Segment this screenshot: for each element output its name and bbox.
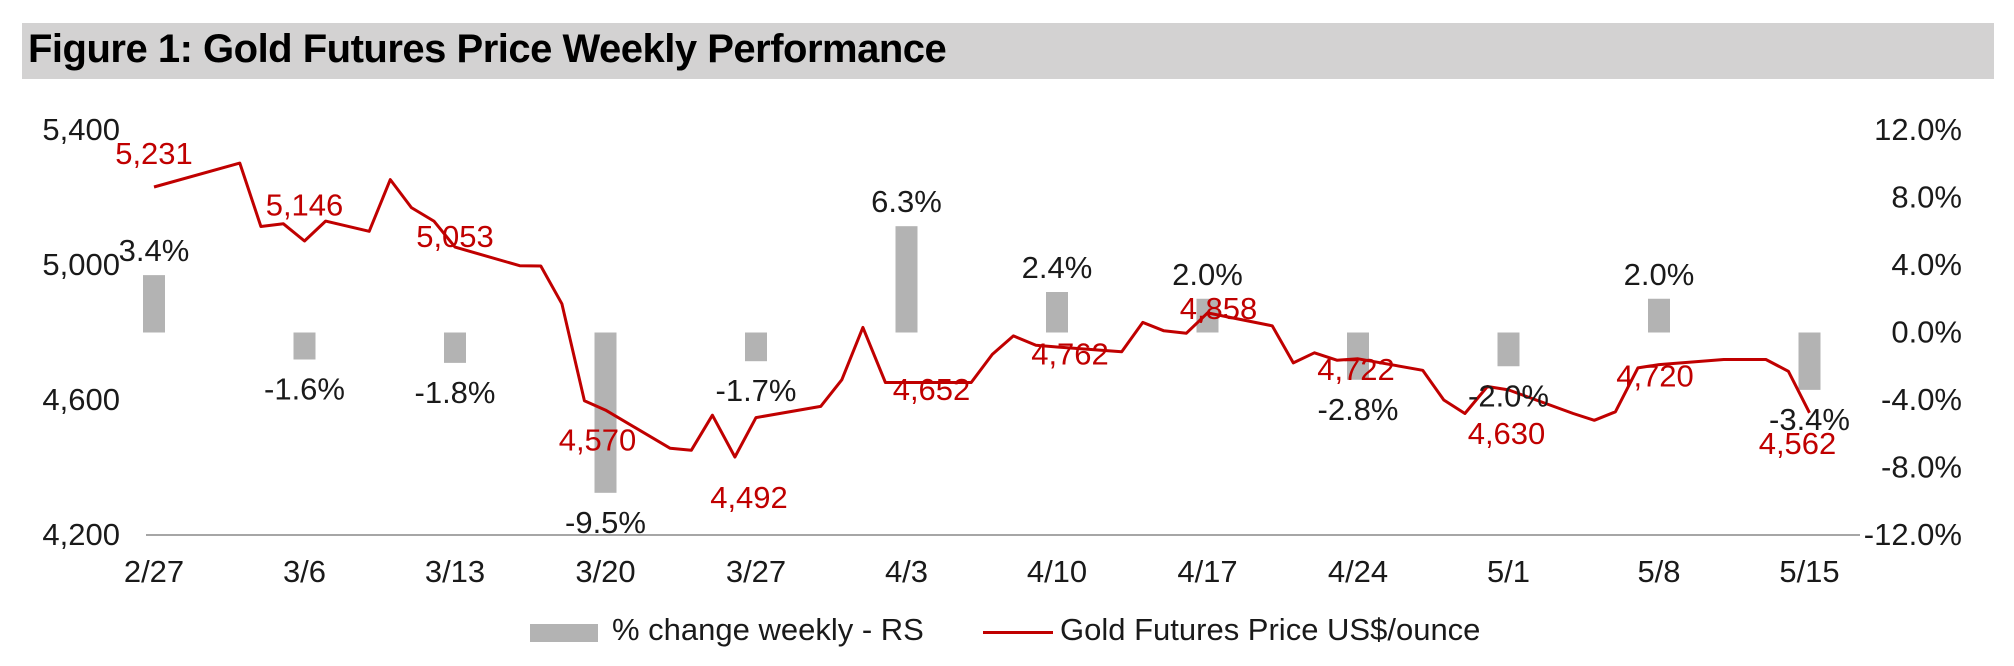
bar-4-17 (1196, 298, 1219, 333)
bar-3-6 (293, 332, 316, 360)
y-right-tick: -12.0% (1864, 517, 1962, 552)
legend-bar-label: % change weekly - RS (612, 612, 924, 647)
chart-title: Figure 1: Gold Futures Price Weekly Perf… (28, 27, 947, 71)
y-left-tick: 5,400 (42, 112, 120, 147)
bar-4-10 (1046, 292, 1068, 333)
legend-line-swatch (983, 631, 1053, 634)
bar-label-5-8: 2.0% (1624, 257, 1695, 292)
bar-label-4-17: 2.0% (1172, 257, 1243, 292)
y-right-tick: 0.0% (1891, 315, 1962, 350)
price-label-3-13: 5,053 (416, 219, 494, 254)
y-left-tick: 4,200 (42, 517, 120, 552)
bar-label-4-10: 2.4% (1022, 250, 1093, 285)
price-label-2-27: 5,231 (115, 136, 193, 171)
bar-label-5-15: -3.4% (1769, 402, 1850, 437)
price-label-3-6: 5,146 (266, 188, 344, 223)
x-tick-5-15: 5/15 (1779, 554, 1839, 589)
bar-5-1 (1497, 332, 1520, 367)
price-label-5-15: 4,562 (1759, 426, 1837, 461)
x-tick-3-20: 3/20 (575, 554, 635, 589)
legend-line-label: Gold Futures Price US$/ounce (1060, 612, 1481, 647)
price-label-3-27: 4,492 (710, 480, 788, 515)
price-label-4-17: 4,858 (1180, 291, 1258, 326)
price-label-4-3: 4,652 (893, 372, 971, 407)
bar-label-5-1: -2.0% (1468, 378, 1549, 413)
bar-5-8 (1648, 298, 1670, 333)
bar-4-24 (1347, 332, 1369, 380)
bar-label-3-27: -1.7% (716, 373, 797, 408)
bars-layer (143, 226, 1821, 493)
price-label-5-8: 4,720 (1616, 359, 1694, 394)
x-tick-5-1: 5/1 (1487, 554, 1530, 589)
bar-label-4-3: 6.3% (871, 184, 942, 219)
y-right-tick: 12.0% (1874, 112, 1962, 147)
bar-3-27 (745, 332, 767, 362)
price-label-4-24: 4,722 (1317, 352, 1395, 387)
price-line (153, 161, 1811, 459)
labels-layer: 3.4% -1.6% -1.8% -9.5% -1.7% 6.3% 2.4% 2.0% -2.8… (115, 136, 1850, 540)
bar-3-13 (444, 332, 466, 363)
legend-bar-swatch (530, 624, 598, 642)
y-right-tick: -4.0% (1881, 382, 1962, 417)
bar-label-2-27: 3.4% (119, 233, 190, 268)
y-left-tick: 5,000 (42, 247, 120, 282)
bar-3-20 (594, 332, 617, 493)
x-tick-2-27: 2/27 (124, 554, 184, 589)
bar-2-27 (143, 275, 165, 333)
x-tick-4-17: 4/17 (1177, 554, 1237, 589)
x-tick-3-13: 3/13 (425, 554, 485, 589)
chart-area: 3.4% -1.6% -1.8% -9.5% -1.7% 6.3% 2.4% 2.0% -2.8… (42, 112, 1962, 589)
line-layer (153, 161, 1811, 459)
price-label-5-1: 4,630 (1468, 416, 1546, 451)
bar-5-15 (1798, 332, 1821, 390)
bar-label-3-20: -9.5% (565, 505, 646, 540)
bar-4-3 (895, 226, 918, 333)
title-bar: Figure 1: Gold Futures Price Weekly Perf… (22, 23, 1994, 79)
ticks-layer: 2/27 3/6 3/13 3/20 3/27 4/3 4/10 4/17 4/24 5/1 5/8… (42, 112, 1962, 589)
y-right-tick: -8.0% (1881, 450, 1962, 485)
price-label-3-20: 4,570 (559, 423, 637, 458)
y-right-tick: 4.0% (1891, 247, 1962, 282)
x-tick-3-27: 3/27 (726, 554, 786, 589)
x-tick-4-3: 4/3 (885, 554, 928, 589)
y-left-tick: 4,600 (42, 382, 120, 417)
y-right-tick: 8.0% (1891, 180, 1962, 215)
x-tick-5-8: 5/8 (1637, 554, 1680, 589)
bar-label-3-6: -1.6% (264, 372, 345, 407)
legend: % change weekly - RS Gold Futures Price … (530, 612, 1530, 652)
bar-label-3-13: -1.8% (415, 375, 496, 410)
x-tick-4-10: 4/10 (1027, 554, 1087, 589)
price-label-4-10: 4,762 (1031, 337, 1109, 372)
x-tick-4-24: 4/24 (1328, 554, 1388, 589)
x-tick-3-6: 3/6 (283, 554, 326, 589)
bar-label-4-24: -2.8% (1318, 392, 1399, 427)
